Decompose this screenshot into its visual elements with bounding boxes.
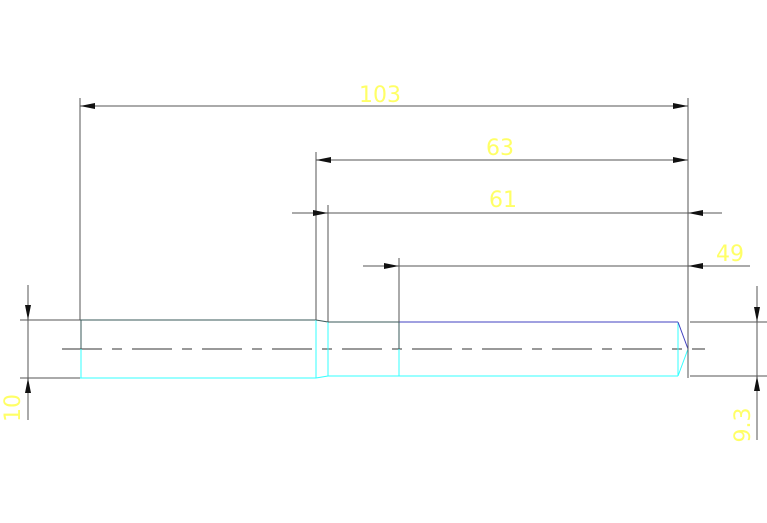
dimension-text: 49 <box>716 242 744 267</box>
dimension-10: 10 <box>1 285 31 422</box>
shaft-profile <box>80 319 689 379</box>
dimension-text: 9.3 <box>731 408 756 443</box>
dimension-63: 63 <box>316 136 688 163</box>
dimension-text: 10 <box>1 394 26 422</box>
dimension-text: 103 <box>359 83 401 108</box>
dimension-text: 63 <box>486 136 514 161</box>
dimension-61: 61 <box>292 188 722 216</box>
dimension-9-3: 9.3 <box>731 286 760 443</box>
dimension-103: 103 <box>80 83 688 109</box>
extension-lines <box>20 98 767 379</box>
dimension-text: 61 <box>489 188 517 213</box>
dimension-49: 49 <box>363 242 750 269</box>
